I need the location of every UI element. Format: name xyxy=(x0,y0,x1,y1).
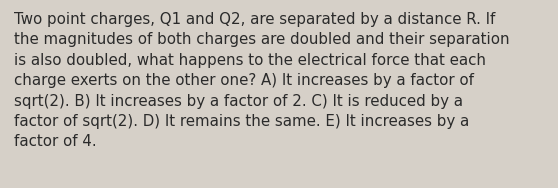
Text: Two point charges, Q1 and Q2, are separated by a distance R. If
the magnitudes o: Two point charges, Q1 and Q2, are separa… xyxy=(14,12,509,149)
